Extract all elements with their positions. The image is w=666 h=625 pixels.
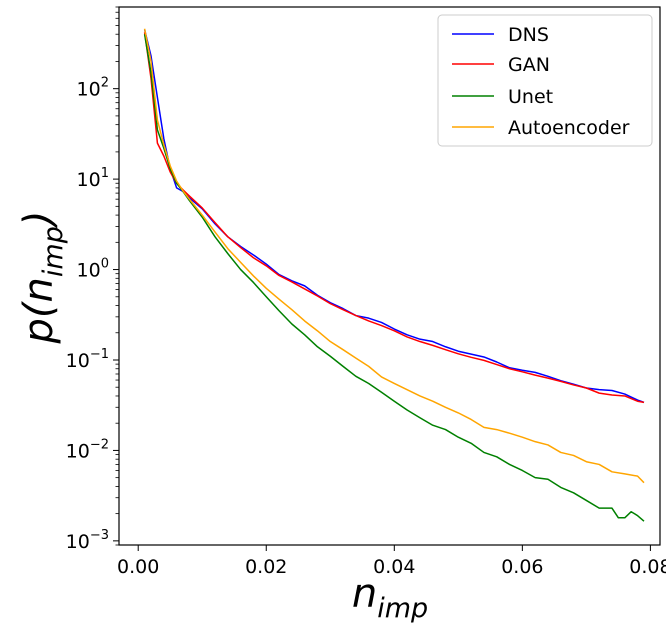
legend-entry-gan: GAN [452,54,550,76]
legend-label-gan: GAN [508,54,550,76]
series-line-dns [143,29,645,404]
y-tick-label: 10−2 [66,437,109,462]
legend-entry-dns: DNS [452,24,549,46]
legend-box [437,14,653,147]
x-tick-label: 0.04 [373,556,415,578]
x-tick-label: 0.06 [501,556,543,578]
y-tick-label: 101 [77,166,109,191]
y-axis-label: p(nimp) [16,211,69,345]
x-tick-label: 0.08 [629,556,666,578]
series-layer [143,28,645,522]
x-tick-label: 0.00 [117,556,159,578]
y-axis-ticks: 10−3 10−2 10−1 100 101 102 [66,6,119,553]
legend-label-unet: Unet [508,86,553,108]
x-axis-label: nimp [352,571,428,624]
series-line-unet [143,34,645,522]
y-tick-label: 100 [77,257,109,282]
y-tick-label: 102 [77,76,109,101]
y-tick-label: 10−1 [66,347,109,372]
x-axis-ticks: 0.00 0.02 0.04 0.06 0.08 [117,545,666,578]
legend-label-autoencoder: Autoencoder [508,117,630,139]
legend-label-dns: DNS [508,24,549,46]
legend-entry-autoencoder: Autoencoder [452,117,630,139]
legend-entry-unet: Unet [452,86,553,108]
axes-frame [118,6,661,546]
x-tick-label: 0.02 [245,556,287,578]
legend: DNS GAN Unet Autoencoder [437,14,653,147]
y-tick-label: 10−3 [66,528,109,553]
series-line-autoencoder [143,28,645,484]
series-line-gan [143,32,645,404]
